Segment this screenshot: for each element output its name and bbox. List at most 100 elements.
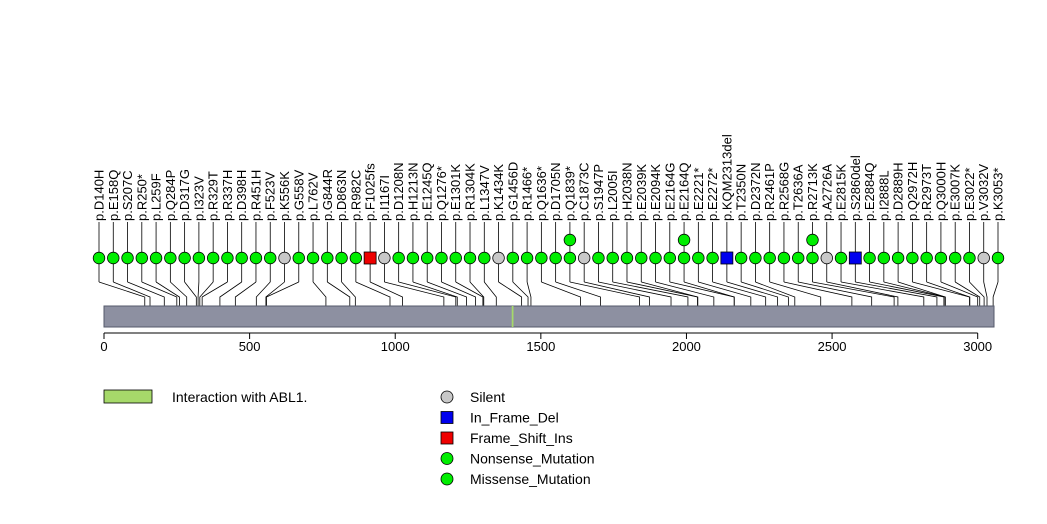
connector-line	[412, 281, 458, 306]
mutation-label: p.D140H	[92, 170, 107, 221]
legend-label: In_Frame_Del	[470, 410, 559, 426]
mutation-marker	[891, 251, 905, 265]
mutation-label: p.F523V	[263, 172, 278, 221]
connector-line	[398, 281, 457, 306]
connector-line	[855, 281, 938, 306]
mutation-label: p.D398H	[234, 170, 249, 221]
connector-line	[555, 281, 601, 306]
mutation-label: p.KQM2313del	[719, 134, 734, 221]
legend-label: Nonsense_Mutation	[470, 451, 595, 467]
mutation-marker	[149, 251, 163, 265]
legend-marker	[440, 411, 454, 424]
connector-line	[512, 281, 529, 306]
mutation-marker	[663, 251, 676, 265]
mutation-marker	[806, 233, 819, 247]
mutation-label: p.C1873C	[577, 162, 592, 221]
connector-line	[926, 281, 971, 306]
lollipop-stems	[98, 222, 999, 282]
mutation-marker	[349, 251, 363, 265]
mutation-label: p.G1456D	[505, 162, 520, 221]
connector-line	[184, 281, 197, 306]
connector-line	[840, 281, 925, 306]
mutation-label: p.Q1636*	[534, 166, 549, 221]
x-axis-tick-label: 1000	[381, 339, 410, 354]
x-axis-tick-label: 2500	[818, 339, 847, 354]
legend-marker	[440, 431, 454, 445]
mutation-marker	[164, 251, 177, 265]
legend-marker	[440, 390, 454, 404]
mutation-marker	[335, 251, 348, 265]
mutation-label: p.I1167I	[377, 175, 392, 221]
mutation-label: p.L2005I	[605, 170, 620, 221]
connector-line	[98, 281, 146, 306]
mutation-label: p.E2094K	[648, 164, 663, 221]
mutation-marker	[135, 251, 149, 265]
connector-line	[113, 281, 151, 306]
protein-backbone-group	[103, 305, 995, 328]
connector-line	[612, 281, 689, 306]
legend-marker	[440, 472, 454, 486]
mutation-label: p.D2372N	[748, 162, 763, 221]
mutation-label: p.E2164Q	[677, 162, 692, 221]
mutation-marker	[520, 251, 534, 265]
mutation-label: p.K1434K	[491, 164, 506, 221]
connector-line	[266, 281, 299, 306]
mutation-labels: p.D140H p.E158Q p.S207C p.R250* p.L259F p.Q28…	[92, 134, 1006, 221]
mutation-marker	[92, 251, 106, 265]
mutation-marker	[449, 251, 462, 265]
connector-line	[141, 281, 178, 306]
connector-line	[170, 281, 188, 306]
connector-line	[541, 281, 581, 306]
mutation-marker	[392, 251, 405, 265]
connector-line	[255, 281, 271, 306]
mutation-marker	[806, 251, 819, 265]
mutation-marker	[592, 251, 605, 265]
mutation-marker	[820, 251, 833, 265]
mutation-marker	[492, 251, 505, 265]
mutation-marker	[549, 251, 562, 265]
mutation-label: p.E2221*	[691, 168, 706, 222]
connector-line	[469, 281, 485, 306]
connector-line	[712, 281, 767, 306]
mutation-label: p.E3007K	[948, 164, 963, 221]
mutation-marker	[991, 251, 1005, 265]
connector-line	[683, 281, 735, 306]
connector-line	[455, 281, 484, 306]
connector-line	[526, 281, 532, 306]
x-axis-tick-label: 2000	[672, 339, 701, 354]
mutation-label: p.D1208N	[391, 162, 406, 221]
connector-line	[897, 281, 946, 306]
mutation-label: p.D317G	[177, 169, 192, 221]
mutation-label: p.T2350N	[734, 164, 749, 221]
legend-marker	[440, 452, 454, 465]
mutation-label: p.R982C	[348, 170, 363, 221]
mutation-label: p.Q1276*	[434, 166, 449, 221]
mutation-label: p.D1705N	[548, 162, 563, 221]
mutation-marker	[620, 251, 634, 265]
x-axis-tick-label: 3000	[963, 339, 992, 354]
connector-line	[427, 281, 467, 306]
legend-domain-label: Interaction with ABL1.	[172, 389, 307, 405]
mutation-label: p.S2860del	[848, 155, 863, 221]
mutation-marker	[206, 251, 220, 265]
mutation-label: p.I2888L	[876, 170, 891, 221]
mutation-label: p.R451H	[248, 170, 263, 221]
mutation-marker	[692, 251, 705, 265]
mutation-marker	[677, 251, 691, 265]
x-axis: 0 500 1000 1500 2000 2500 3000	[100, 332, 992, 354]
mutation-label: p.Q2972H	[905, 162, 920, 221]
mutation-marker	[606, 251, 619, 265]
connector-line	[234, 281, 257, 306]
mutation-marker	[321, 251, 334, 265]
mutation-label: p.Q284P	[163, 170, 178, 221]
mutation-label: p.I323V	[191, 176, 206, 221]
mutation-marker	[478, 251, 491, 265]
mutation-marker	[435, 251, 448, 265]
mutation-marker	[677, 233, 691, 247]
legend-label: Silent	[470, 389, 505, 405]
connector-line	[201, 281, 228, 306]
connector-line	[969, 281, 985, 306]
mutation-marker	[792, 251, 805, 265]
mutation-label: p.R1304K	[463, 163, 478, 221]
connector-line	[155, 281, 180, 306]
